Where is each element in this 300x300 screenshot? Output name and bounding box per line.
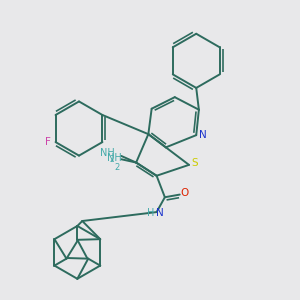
Text: S: S — [192, 158, 198, 168]
Text: 2: 2 — [115, 163, 120, 172]
Text: F: F — [45, 137, 51, 147]
Text: O: O — [181, 188, 189, 198]
Text: NH: NH — [107, 153, 122, 163]
Text: NH: NH — [100, 148, 114, 158]
Text: N: N — [156, 208, 164, 218]
Text: 2: 2 — [110, 155, 115, 164]
Text: N: N — [199, 130, 207, 140]
Text: H: H — [147, 208, 154, 218]
